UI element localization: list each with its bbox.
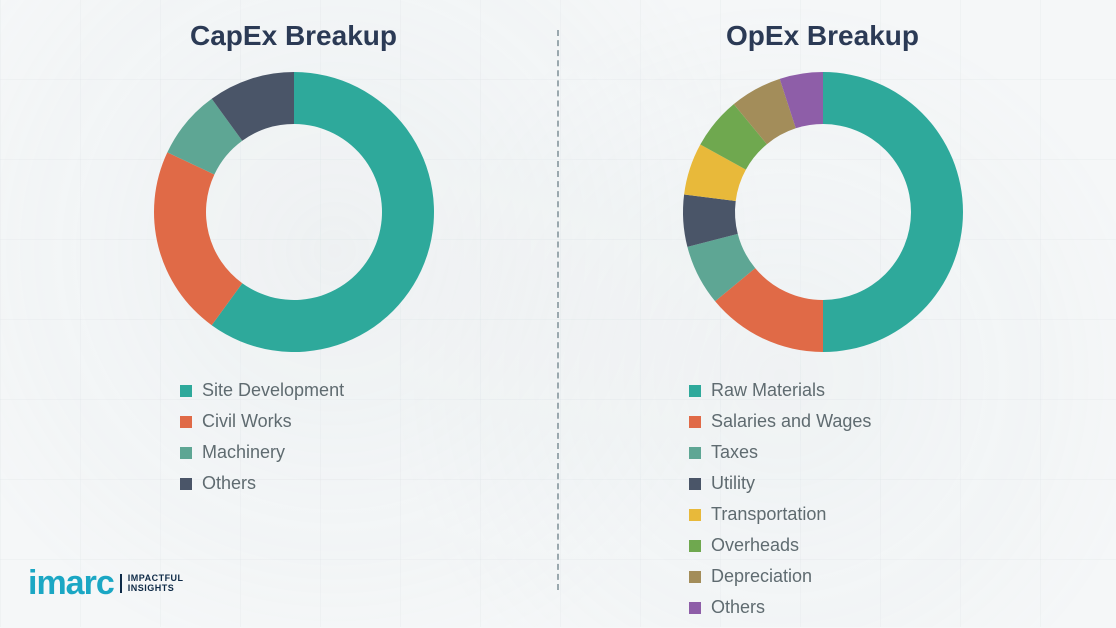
legend-label: Civil Works [202,411,292,432]
legend-label: Others [711,597,765,618]
legend-label: Transportation [711,504,826,525]
legend-swatch [689,416,701,428]
legend-swatch [689,385,701,397]
legend-label: Others [202,473,256,494]
donut-segment [823,72,963,352]
legend-item: Machinery [180,442,344,463]
legend-item: Salaries and Wages [689,411,871,432]
legend-item: Utility [689,473,871,494]
opex-legend: Raw Materials Salaries and Wages Taxes Util… [579,380,871,628]
legend-label: Overheads [711,535,799,556]
capex-donut-chart [144,62,444,362]
legend-swatch [180,416,192,428]
legend-label: Taxes [711,442,758,463]
legend-item: Transportation [689,504,871,525]
legend-swatch [180,385,192,397]
legend-item: Overheads [689,535,871,556]
logo-tagline-2: INSIGHTS [128,583,175,593]
donut-segment [154,152,242,325]
legend-label: Depreciation [711,566,812,587]
logo-tagline-1: IMPACTFUL [128,573,184,583]
legend-swatch [689,478,701,490]
legend-label: Raw Materials [711,380,825,401]
legend-item: Civil Works [180,411,344,432]
capex-title: CapEx Breakup [190,20,397,52]
opex-title: OpEx Breakup [726,20,919,52]
legend-item: Depreciation [689,566,871,587]
logo-text: imarc [28,564,114,602]
legend-item: Site Development [180,380,344,401]
legend-label: Site Development [202,380,344,401]
legend-swatch [689,540,701,552]
legend-swatch [180,478,192,490]
legend-label: Salaries and Wages [711,411,871,432]
capex-legend: Site Development Civil Works Machinery Othe… [50,380,344,504]
legend-item: Raw Materials [689,380,871,401]
main-container: CapEx Breakup Site Development Civil Work… [0,0,1116,627]
legend-swatch [689,447,701,459]
legend-label: Utility [711,473,755,494]
legend-swatch [689,602,701,614]
opex-donut-svg [673,62,973,362]
opex-panel: OpEx Breakup Raw Materials Salaries and W… [559,20,1086,627]
legend-item: Others [689,597,871,618]
capex-panel: CapEx Breakup Site Development Civil Work… [30,20,557,627]
legend-swatch [180,447,192,459]
brand-logo: imarc IMPACTFUL INSIGHTS [28,564,184,603]
legend-label: Machinery [202,442,285,463]
logo-tagline: IMPACTFUL INSIGHTS [120,574,184,594]
legend-swatch [689,509,701,521]
logo-wordmark: imarc [28,564,114,603]
legend-item: Others [180,473,344,494]
legend-swatch [689,571,701,583]
legend-item: Taxes [689,442,871,463]
opex-donut-chart [673,62,973,362]
capex-donut-svg [144,62,444,362]
